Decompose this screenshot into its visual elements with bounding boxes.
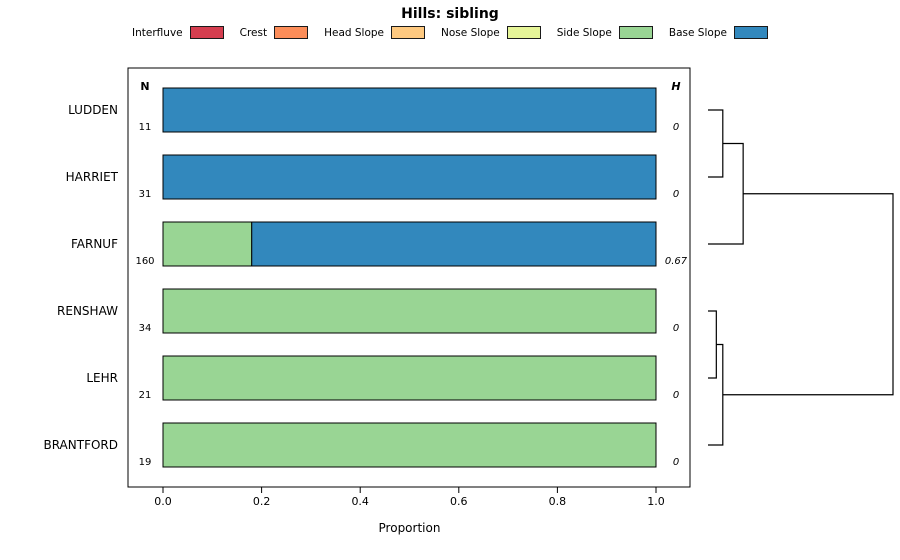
legend-label: Side Slope	[556, 26, 612, 39]
row-label: FARNUF	[71, 237, 118, 251]
row-label: LEHR	[86, 371, 118, 385]
x-tick-label: 0.8	[549, 495, 567, 508]
n-column-header: N	[140, 80, 149, 93]
legend-item: Head Slope	[324, 26, 426, 39]
chart-title: Hills: sibling	[401, 6, 499, 22]
h-value: 0	[673, 457, 679, 468]
row-label: BRANTFORD	[43, 438, 118, 452]
dendrogram-link	[708, 142, 744, 245]
n-value: 160	[135, 256, 154, 267]
legend-item: Interfluve	[132, 26, 224, 39]
x-axis-label: Proportion	[379, 521, 441, 535]
dendrogram-link	[708, 310, 717, 379]
n-value: 34	[139, 323, 152, 334]
n-value: 21	[139, 390, 152, 401]
legend-item: Crest	[239, 26, 309, 39]
legend-label: Nose Slope	[441, 26, 500, 39]
legend-swatch	[189, 26, 224, 39]
legend: Interfluve Crest Head Slope Nose Slope Side …	[0, 26, 900, 39]
legend-item: Side Slope	[557, 26, 653, 39]
legend-label: Crest	[239, 26, 268, 39]
x-tick-label: 1.0	[647, 495, 665, 508]
dendrogram-link	[708, 343, 724, 446]
h-column-header: H	[671, 80, 680, 93]
bar-segment	[162, 288, 657, 334]
dendrogram-link	[722, 193, 894, 396]
h-value: 0	[673, 189, 679, 200]
legend-swatch	[618, 26, 653, 39]
bar-segment	[251, 221, 657, 267]
legend-swatch	[274, 26, 309, 39]
legend-swatch	[506, 26, 541, 39]
n-value: 11	[139, 122, 152, 133]
row-label: LUDDEN	[68, 103, 118, 117]
legend-label: Head Slope	[324, 26, 385, 39]
bar-segment	[162, 154, 657, 200]
dendrogram-link	[708, 109, 724, 178]
x-tick-label: 0.0	[154, 495, 172, 508]
x-tick-label: 0.2	[253, 495, 271, 508]
bar-segment	[162, 422, 657, 468]
row-label: RENSHAW	[57, 304, 118, 318]
h-value: 0	[673, 122, 679, 133]
n-value: 31	[139, 189, 152, 200]
bar-segment	[162, 355, 657, 401]
legend-swatch	[733, 26, 768, 39]
x-tick-label: 0.6	[450, 495, 468, 508]
bar-segment	[162, 221, 253, 267]
x-tick-label: 0.4	[351, 495, 369, 508]
plot-panel	[127, 67, 691, 488]
h-value: 0	[673, 390, 679, 401]
legend-swatch	[391, 26, 426, 39]
h-value: 0.67	[665, 256, 688, 267]
n-value: 19	[139, 457, 152, 468]
bar-segment	[162, 87, 657, 133]
legend-item: Base Slope	[669, 26, 768, 39]
legend-label: Base Slope	[668, 26, 727, 39]
legend-item: Nose Slope	[441, 26, 541, 39]
legend-label: Interfluve	[132, 26, 183, 39]
h-value: 0	[673, 323, 679, 334]
row-label: HARRIET	[66, 170, 119, 184]
